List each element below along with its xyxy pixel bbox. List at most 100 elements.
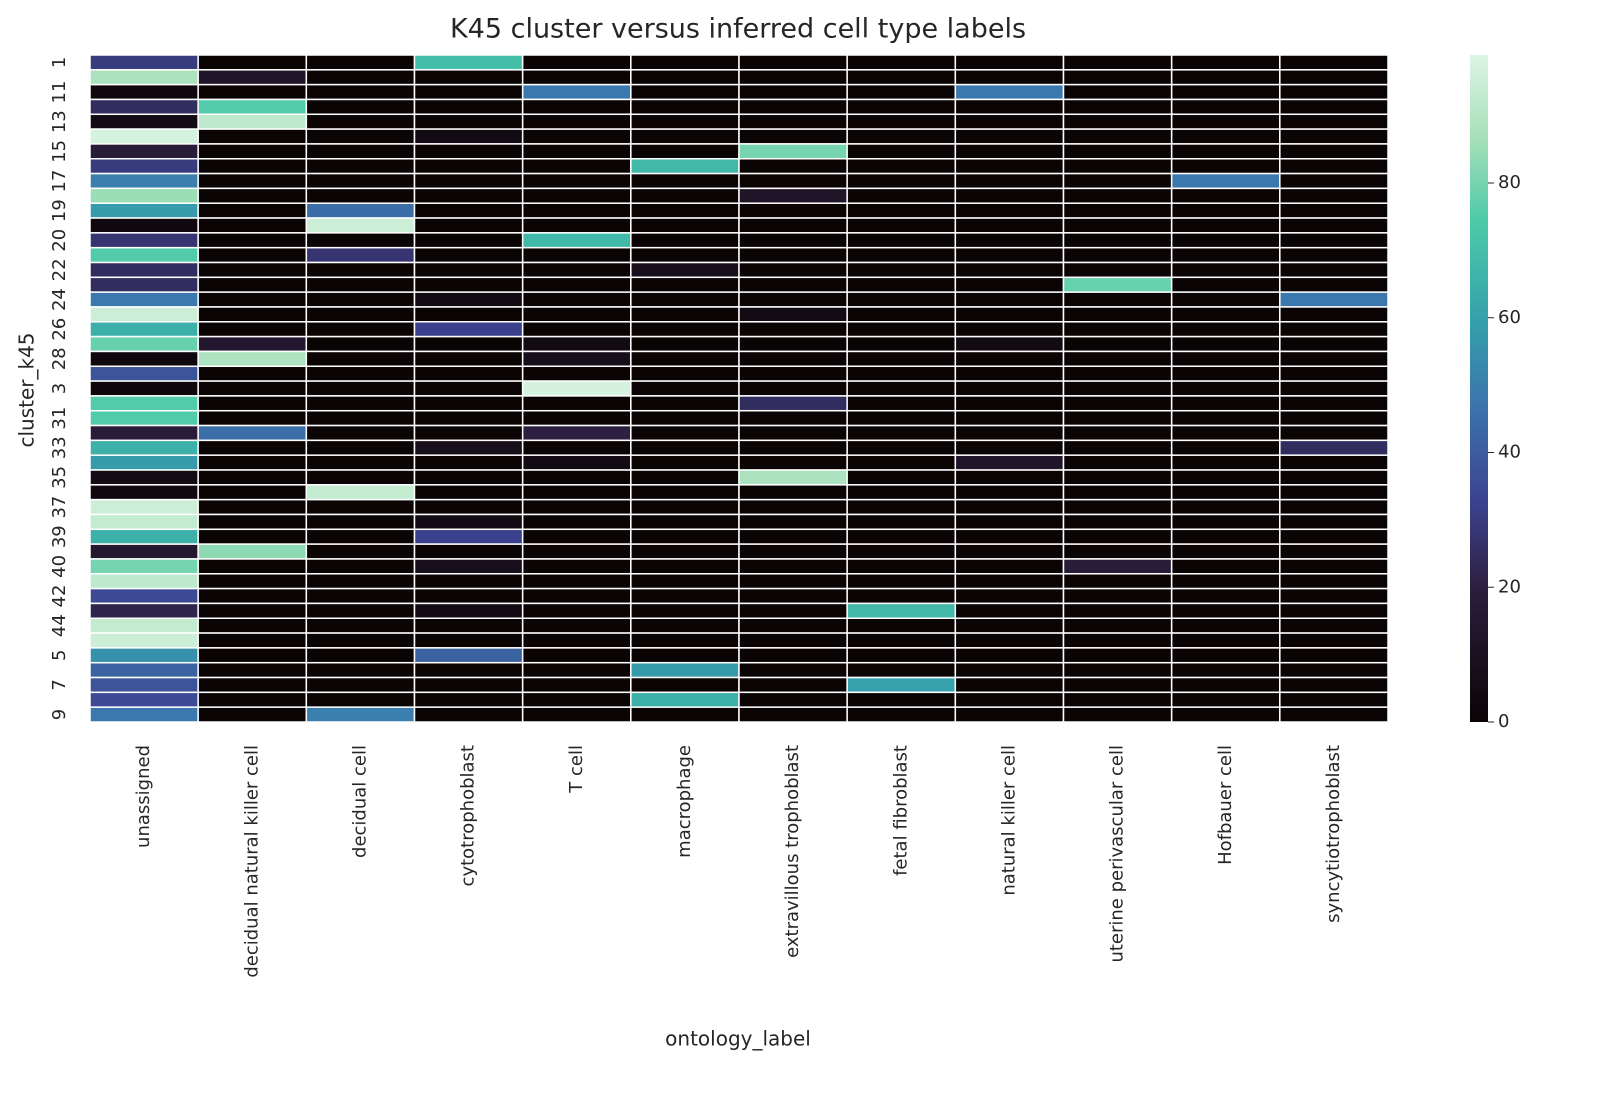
- heatmap-cell: [413, 691, 524, 708]
- heatmap-cell: [738, 484, 848, 501]
- y-tick-label: 26: [49, 318, 70, 341]
- heatmap-cell: [1062, 113, 1173, 130]
- heatmap-cell: [1279, 321, 1389, 338]
- heatmap-cell: [197, 187, 308, 204]
- heatmap-cell: [305, 602, 416, 619]
- x-tick-label: unassigned: [133, 745, 154, 848]
- heatmap-cell: [197, 661, 308, 679]
- heatmap-cell: [89, 661, 199, 679]
- heatmap-cell: [521, 691, 632, 708]
- heatmap-cell: [1170, 172, 1281, 190]
- heatmap-cell: [197, 587, 308, 605]
- heatmap-cell: [413, 409, 524, 427]
- heatmap-cell: [521, 587, 632, 605]
- heatmap-cell: [197, 172, 308, 190]
- heatmap-cell: [305, 469, 416, 486]
- heatmap-cell: [954, 632, 1065, 649]
- heatmap-cell: [954, 291, 1065, 308]
- heatmap-cell: [846, 543, 957, 560]
- heatmap-cell: [954, 143, 1065, 160]
- heatmap-cell: [413, 573, 524, 590]
- heatmap-cell: [1062, 306, 1173, 323]
- heatmap-cell: [954, 202, 1065, 219]
- heatmap-cell: [305, 232, 416, 249]
- heatmap-cell: [846, 335, 957, 353]
- heatmap-cell: [1170, 469, 1281, 486]
- heatmap-cell: [1062, 321, 1173, 338]
- heatmap-cell: [738, 528, 848, 545]
- heatmap-cell: [89, 706, 199, 723]
- heatmap-cell: [738, 454, 848, 471]
- heatmap-cell: [738, 543, 848, 560]
- heatmap-cell: [1279, 424, 1389, 442]
- heatmap-cell: [89, 439, 199, 456]
- heatmap-cell: [197, 158, 308, 175]
- heatmap-cell: [305, 321, 416, 338]
- heatmap-cell: [197, 350, 308, 368]
- heatmap-cell: [1062, 484, 1173, 501]
- heatmap-cell: [738, 232, 848, 249]
- heatmap-cell: [1062, 573, 1173, 590]
- heatmap-cell: [197, 54, 308, 71]
- heatmap-cell: [1062, 395, 1173, 412]
- heatmap-cell: [738, 306, 848, 323]
- heatmap-cell: [738, 143, 848, 160]
- heatmap-cell: [197, 306, 308, 323]
- heatmap-cell: [305, 113, 416, 130]
- heatmap-cell: [954, 261, 1065, 279]
- colorbar-tick-label: 40: [1498, 442, 1521, 463]
- heatmap-cell: [1062, 543, 1173, 560]
- heatmap-cell: [521, 232, 632, 249]
- heatmap-cell: [89, 217, 199, 234]
- heatmap-cell: [521, 513, 632, 531]
- heatmap-cell: [630, 691, 740, 708]
- heatmap-cell: [630, 306, 740, 323]
- heatmap-cell: [197, 602, 308, 619]
- heatmap-cell: [305, 172, 416, 190]
- heatmap-cell: [89, 350, 199, 368]
- heatmap-cell: [197, 528, 308, 545]
- heatmap-cell: [1062, 335, 1173, 353]
- heatmap-cell: [305, 380, 416, 397]
- y-tick-label: 19: [49, 199, 70, 222]
- heatmap-cell: [305, 350, 416, 368]
- heatmap-cell: [413, 113, 524, 130]
- heatmap-cell: [954, 321, 1065, 338]
- heatmap-cell: [1279, 380, 1389, 397]
- heatmap-cell: [197, 202, 308, 219]
- heatmap-cell: [630, 232, 740, 249]
- colorbar: [1470, 55, 1488, 722]
- heatmap-cell: [846, 276, 957, 293]
- heatmap-cell: [89, 187, 199, 204]
- heatmap-cell: [521, 661, 632, 679]
- heatmap-cell: [954, 306, 1065, 323]
- x-axis-label: ontology_label: [665, 1027, 811, 1051]
- heatmap-cell: [521, 543, 632, 560]
- heatmap-cell: [1170, 528, 1281, 545]
- heatmap-cell: [630, 69, 740, 86]
- heatmap-cell: [1170, 83, 1281, 101]
- heatmap-cell: [954, 54, 1065, 71]
- heatmap-cell: [1062, 424, 1173, 442]
- heatmap-cell: [305, 217, 416, 234]
- heatmap-cell: [1279, 113, 1389, 130]
- heatmap-cell: [521, 158, 632, 175]
- heatmap-cell: [1062, 454, 1173, 471]
- heatmap-cell: [738, 246, 848, 264]
- heatmap-cell: [197, 321, 308, 338]
- heatmap-cell: [1062, 143, 1173, 160]
- heatmap-cell: [305, 439, 416, 456]
- heatmap-cell: [846, 454, 957, 471]
- heatmap-cell: [1170, 158, 1281, 175]
- heatmap-cell: [197, 128, 308, 145]
- heatmap-cell: [89, 409, 199, 427]
- heatmap-cell: [413, 335, 524, 353]
- heatmap-cell: [1279, 706, 1389, 723]
- heatmap-cell: [1062, 246, 1173, 264]
- heatmap-cell: [89, 69, 199, 86]
- heatmap-cell: [954, 409, 1065, 427]
- heatmap-cell: [738, 587, 848, 605]
- heatmap-cell: [738, 202, 848, 219]
- heatmap-cell: [1170, 306, 1281, 323]
- heatmap-cell: [954, 395, 1065, 412]
